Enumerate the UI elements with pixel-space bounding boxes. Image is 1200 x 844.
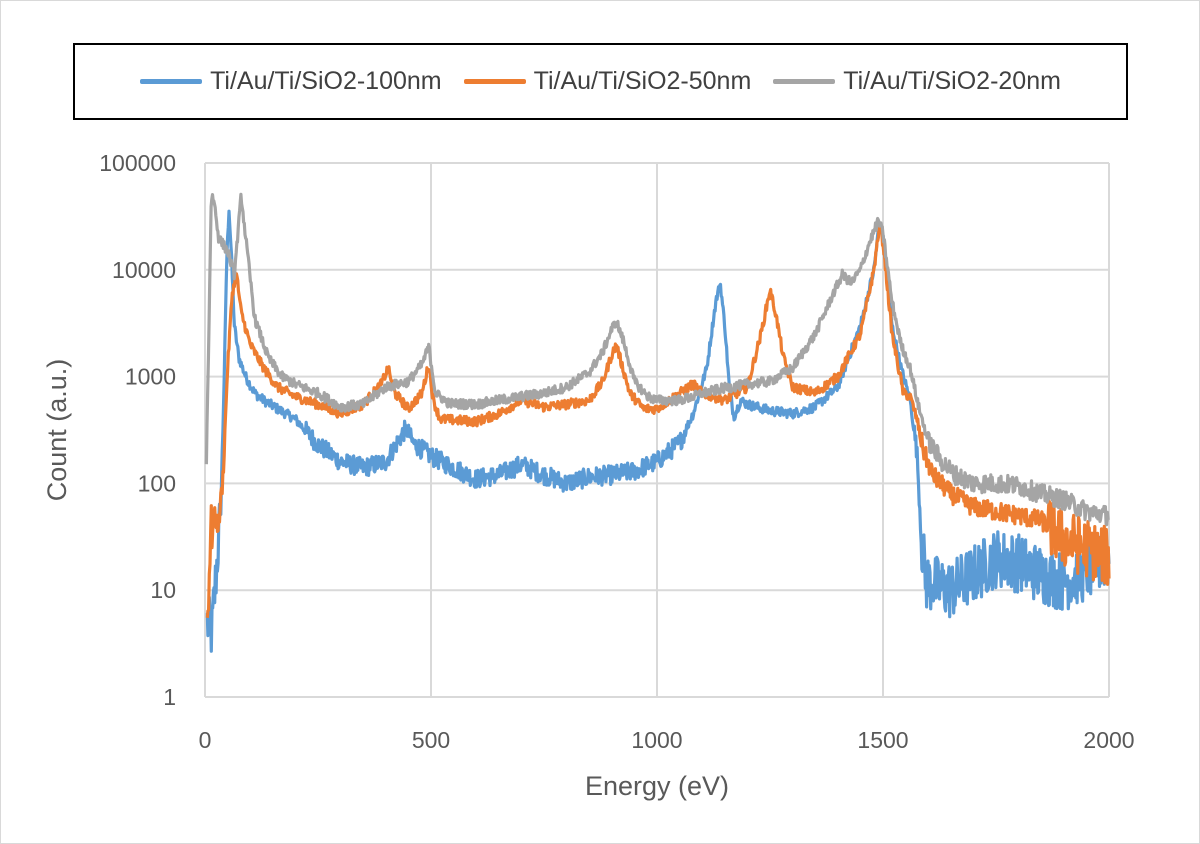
y-tick-label: 1 xyxy=(163,684,176,710)
x-tick-label: 1500 xyxy=(857,727,908,753)
series-line-3 xyxy=(204,192,1110,527)
x-tick-label: 500 xyxy=(412,727,450,753)
legend-label: Ti/Au/Ti/SiO2-100nm xyxy=(210,67,442,95)
y-tick-label: 100 xyxy=(138,470,176,496)
y-axis-title: Count (a.u.) xyxy=(42,359,72,502)
x-tick-label: 1000 xyxy=(631,727,682,753)
legend-entry-2: Ti/Au/Ti/SiO2-50nm xyxy=(463,67,752,96)
tick-labels: 0 500 1000 1500 2000 1 10 100 1000 10000 100000 xyxy=(99,150,1134,753)
x-tick-label: 0 xyxy=(199,727,212,753)
y-tick-label: 10 xyxy=(150,577,176,603)
legend-entry-1: Ti/Au/Ti/SiO2-100nm xyxy=(140,67,442,96)
legend-swatch xyxy=(140,79,203,84)
legend-swatch xyxy=(773,79,836,84)
series-line-1 xyxy=(205,209,1111,653)
y-tick-label: 100000 xyxy=(99,150,176,176)
legend: Ti/Au/Ti/SiO2-100nm Ti/Au/Ti/SiO2-50nm Ti/… xyxy=(73,43,1128,120)
gridlines xyxy=(204,162,1110,698)
x-tick-label: 2000 xyxy=(1083,727,1134,753)
legend-swatch xyxy=(463,79,526,84)
x-axis-title: Energy (eV) xyxy=(585,771,729,801)
legend-label: Ti/Au/Ti/SiO2-50nm xyxy=(533,67,752,95)
y-tick-label: 10000 xyxy=(112,257,176,283)
legend-label: Ti/Au/Ti/SiO2-20nm xyxy=(843,67,1061,95)
legend-entry-3: Ti/Au/Ti/SiO2-20nm xyxy=(773,67,1061,96)
series-lines xyxy=(204,192,1111,653)
y-tick-label: 1000 xyxy=(125,364,176,390)
